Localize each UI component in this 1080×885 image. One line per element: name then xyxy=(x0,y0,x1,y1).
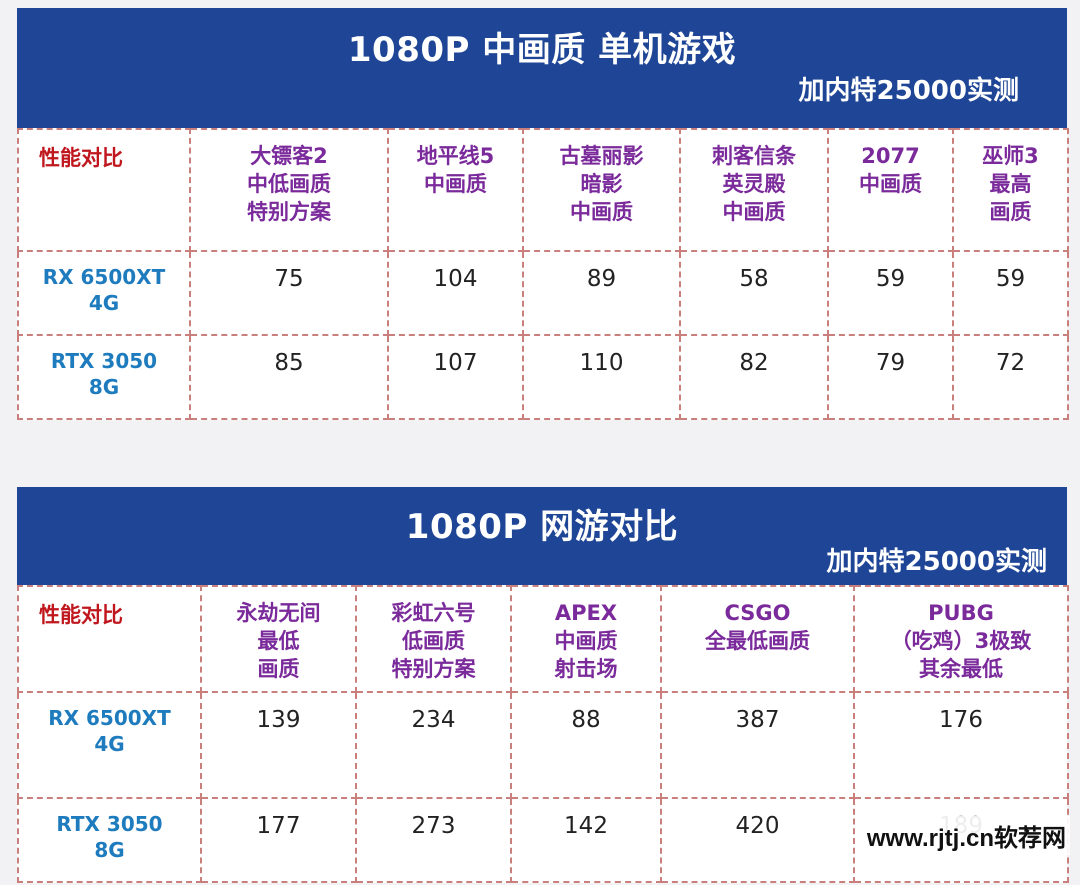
game-header-line: 画质 xyxy=(989,200,1032,224)
gpu-label: RX 6500XT 4G xyxy=(17,691,202,799)
game-header-line: 2077 xyxy=(861,144,920,168)
online-games-subtitle: 加内特25000实测 xyxy=(826,547,1047,577)
fps-value: 107 xyxy=(387,334,524,420)
gpu-name: RX 6500XT xyxy=(48,706,171,730)
game-header: 刺客信条 英灵殿 中画质 xyxy=(679,128,829,252)
fps-value: 58 xyxy=(679,250,829,336)
gpu-label: RX 6500XT 4G xyxy=(17,250,191,336)
fps-value: 59 xyxy=(952,250,1069,336)
game-header: 地平线5 中画质 xyxy=(387,128,524,252)
corner-label: 性能对比 xyxy=(17,128,191,252)
fps-value: 110 xyxy=(522,334,681,420)
fps-value: 72 xyxy=(952,334,1069,420)
single-player-banner: 1080P 中画质 单机游戏 加内特25000实测 xyxy=(17,8,1067,128)
gpu-name: RX 6500XT xyxy=(42,265,166,289)
gpu-label: RTX 3050 8G xyxy=(17,797,202,883)
game-header-line: 大镖客2 xyxy=(250,144,328,168)
game-header-line: 中低画质 xyxy=(247,172,331,196)
fps-value: 104 xyxy=(387,250,524,336)
game-header-line: 中画质 xyxy=(859,172,922,196)
online-games-banner: 1080P 网游对比 加内特25000实测 xyxy=(17,487,1067,585)
gpu-name: RTX 3050 xyxy=(50,349,158,373)
fps-value: 59 xyxy=(827,250,954,336)
game-header-line: 中画质 xyxy=(424,172,487,196)
game-header-line: 中画质 xyxy=(570,200,633,224)
fps-value: 139 xyxy=(200,691,357,799)
game-header-line: 最高 xyxy=(989,172,1032,196)
game-header: 古墓丽影 暗影 中画质 xyxy=(522,128,681,252)
fps-value: 273 xyxy=(355,797,512,883)
game-header-line: 永劫无间 xyxy=(236,601,321,625)
game-header-line: 特别方案 xyxy=(391,657,476,681)
table-header-row: 性能对比 大镖客2 中低画质 特别方案 地平线5 中画质 古墓丽影 暗影 中画质… xyxy=(17,128,1069,252)
game-header-line: 全最低画质 xyxy=(705,629,810,653)
game-header-line: 刺客信条 xyxy=(712,144,796,168)
fps-value: 79 xyxy=(827,334,954,420)
fps-value: 89 xyxy=(522,250,681,336)
game-header-line: 彩虹六号 xyxy=(391,601,476,625)
table-header-row: 性能对比 永劫无间 最低 画质 彩虹六号 低画质 特别方案 APEX 中画质 射… xyxy=(17,585,1069,693)
game-header-line: 暗影 xyxy=(580,172,623,196)
game-header: 2077 中画质 xyxy=(827,128,954,252)
online-games-title: 1080P 网游对比 xyxy=(405,507,679,547)
single-player-subtitle: 加内特25000实测 xyxy=(798,76,1019,106)
game-header-line: 低画质 xyxy=(402,629,465,653)
game-header-line: 中画质 xyxy=(722,200,786,224)
game-header-line: PUBG xyxy=(928,601,994,625)
game-header: PUBG （吃鸡）3极致 其余最低 xyxy=(853,585,1069,693)
single-player-title: 1080P 中画质 单机游戏 xyxy=(347,30,737,70)
online-games-panel: 1080P 网游对比 加内特25000实测 性能对比 永劫无间 最低 画质 彩虹… xyxy=(17,487,1069,883)
game-header-line: 巫师3 xyxy=(982,144,1039,168)
game-header: 大镖客2 中低画质 特别方案 xyxy=(189,128,389,252)
game-header: APEX 中画质 射击场 xyxy=(510,585,662,693)
fps-value: 177 xyxy=(200,797,357,883)
game-header-line: （吃鸡）3极致 xyxy=(890,629,1032,653)
online-games-table: 性能对比 永劫无间 最低 画质 彩虹六号 低画质 特别方案 APEX 中画质 射… xyxy=(17,585,1069,883)
game-header-line: 特别方案 xyxy=(247,200,331,224)
single-player-panel: 1080P 中画质 单机游戏 加内特25000实测 性能对比 大镖客2 中低画质… xyxy=(17,8,1069,420)
gpu-memory: 4G xyxy=(88,291,120,315)
game-header: 永劫无间 最低 画质 xyxy=(200,585,357,693)
table-row: RTX 3050 8G 85 107 110 82 79 72 xyxy=(17,334,1069,420)
game-header: 巫师3 最高 画质 xyxy=(952,128,1069,252)
game-header: 彩虹六号 低画质 特别方案 xyxy=(355,585,512,693)
game-header: CSGO 全最低画质 xyxy=(660,585,855,693)
game-header-line: CSGO xyxy=(724,601,791,625)
fps-value: 176 xyxy=(853,691,1069,799)
gpu-memory: 8G xyxy=(88,375,120,399)
game-header-line: 其余最低 xyxy=(919,657,1003,681)
fps-value: 142 xyxy=(510,797,662,883)
table-row: RX 6500XT 4G 139 234 88 387 176 xyxy=(17,691,1069,799)
single-player-table: 性能对比 大镖客2 中低画质 特别方案 地平线5 中画质 古墓丽影 暗影 中画质… xyxy=(17,128,1069,420)
fps-value: 387 xyxy=(660,691,855,799)
corner-label: 性能对比 xyxy=(17,585,202,693)
fps-value: 75 xyxy=(189,250,389,336)
game-header-line: 中画质 xyxy=(554,629,618,653)
game-header-line: 画质 xyxy=(257,657,300,681)
table-row: RX 6500XT 4G 75 104 89 58 59 59 xyxy=(17,250,1069,336)
game-header-line: 古墓丽影 xyxy=(559,144,644,168)
fps-value: 420 xyxy=(660,797,855,883)
game-header-line: 地平线5 xyxy=(416,144,495,168)
gpu-label: RTX 3050 8G xyxy=(17,334,191,420)
game-header-line: 最低 xyxy=(257,629,300,653)
fps-value: 88 xyxy=(510,691,662,799)
fps-value: 85 xyxy=(189,334,389,420)
game-header-line: 射击场 xyxy=(554,657,618,681)
gpu-memory: 8G xyxy=(94,838,125,862)
fps-value: 234 xyxy=(355,691,512,799)
game-header-line: 英灵殿 xyxy=(722,172,786,196)
gpu-memory: 4G xyxy=(94,732,125,756)
table-row: RTX 3050 8G 177 273 142 420 189 xyxy=(17,797,1069,883)
fps-value: 82 xyxy=(679,334,829,420)
site-watermark: www.rjtj.cn软荐网 xyxy=(862,816,1070,855)
game-header-line: APEX xyxy=(554,601,618,625)
gpu-name: RTX 3050 xyxy=(56,812,163,836)
